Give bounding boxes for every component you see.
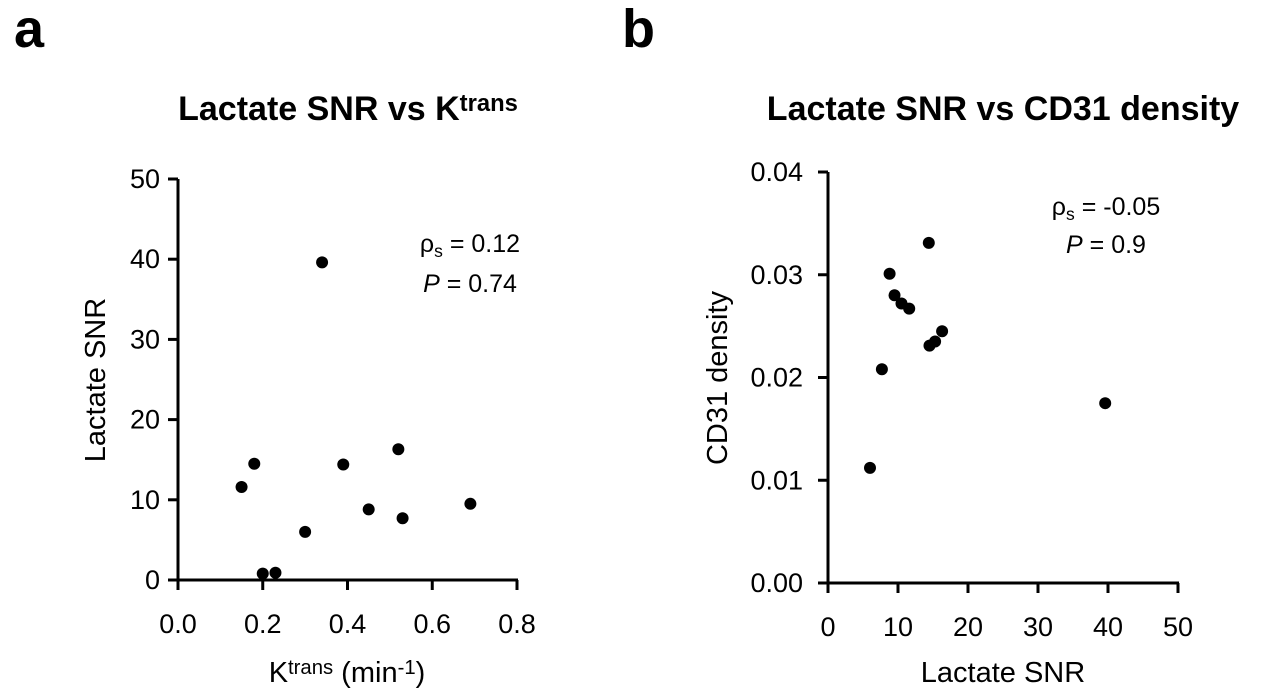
panel-letter-b: b — [622, 0, 655, 59]
y-tick-label-a: 0 — [145, 565, 160, 595]
data-point-b — [864, 461, 876, 474]
data-point-b — [875, 363, 888, 376]
x-tick-label-a: 0.0 — [159, 609, 197, 639]
data-point-b — [922, 236, 935, 249]
x-axis-label-b: Lactate SNR — [921, 657, 1085, 689]
y-tick-label-a: 50 — [130, 164, 160, 194]
y-tick-label-b: 0.01 — [750, 465, 803, 495]
data-point-a — [299, 525, 312, 538]
data-point-a — [392, 443, 405, 456]
x-tick-label-b: 20 — [953, 612, 983, 642]
y-tick-label-b: 0.03 — [750, 260, 803, 290]
y-axis-label-a: Lactate SNR — [80, 298, 112, 462]
y-tick-label-a: 10 — [130, 485, 160, 515]
data-point-a — [464, 497, 477, 510]
data-point-a — [396, 512, 409, 525]
y-tick-label-b: 0.00 — [750, 568, 803, 598]
p-value-annotation-b: P = 0.9 — [1066, 231, 1146, 259]
x-tick-label-a: 0.8 — [498, 609, 536, 639]
x-axis-label-a: Ktrans (min-1) — [269, 657, 426, 689]
data-point-a — [235, 480, 248, 493]
data-point-a — [248, 457, 261, 470]
chart-title-b: Lactate SNR vs CD31 density — [767, 90, 1239, 128]
rho-annotation-b: ρs = -0.05 — [1052, 193, 1160, 224]
data-point-a — [337, 458, 350, 471]
y-tick-label-b: 0.02 — [750, 363, 803, 393]
x-tick-label-b: 40 — [1093, 612, 1123, 642]
data-point-b — [888, 289, 901, 302]
x-tick-label-b: 30 — [1023, 612, 1053, 642]
panel-letter-a: a — [14, 0, 45, 59]
chart-title-a: Lactate SNR vs Ktrans — [178, 90, 518, 128]
p-value-annotation-a: P = 0.74 — [423, 270, 517, 298]
y-tick-label-a: 20 — [130, 405, 160, 435]
data-point-a — [269, 566, 282, 579]
x-tick-label-a: 0.2 — [244, 609, 282, 639]
data-point-a — [316, 256, 329, 269]
y-axis-label-b: CD31 density — [702, 290, 734, 465]
x-tick-label-a: 0.4 — [329, 609, 367, 639]
data-point-b — [1099, 397, 1112, 410]
x-tick-label-a: 0.6 — [413, 609, 451, 639]
y-tick-label-b: 0.04 — [750, 157, 803, 187]
x-tick-label-b: 0 — [820, 612, 835, 642]
x-tick-label-b: 50 — [1163, 612, 1193, 642]
data-point-a — [256, 567, 269, 580]
data-point-b — [883, 267, 896, 280]
data-point-a — [362, 503, 375, 516]
y-tick-label-a: 40 — [130, 244, 160, 274]
data-point-b — [936, 325, 949, 338]
rho-annotation-a: ρs = 0.12 — [420, 230, 520, 261]
data-point-b — [903, 302, 916, 315]
data-point-b — [929, 335, 942, 348]
y-tick-label-a: 30 — [130, 324, 160, 354]
x-tick-label-b: 10 — [883, 612, 913, 642]
